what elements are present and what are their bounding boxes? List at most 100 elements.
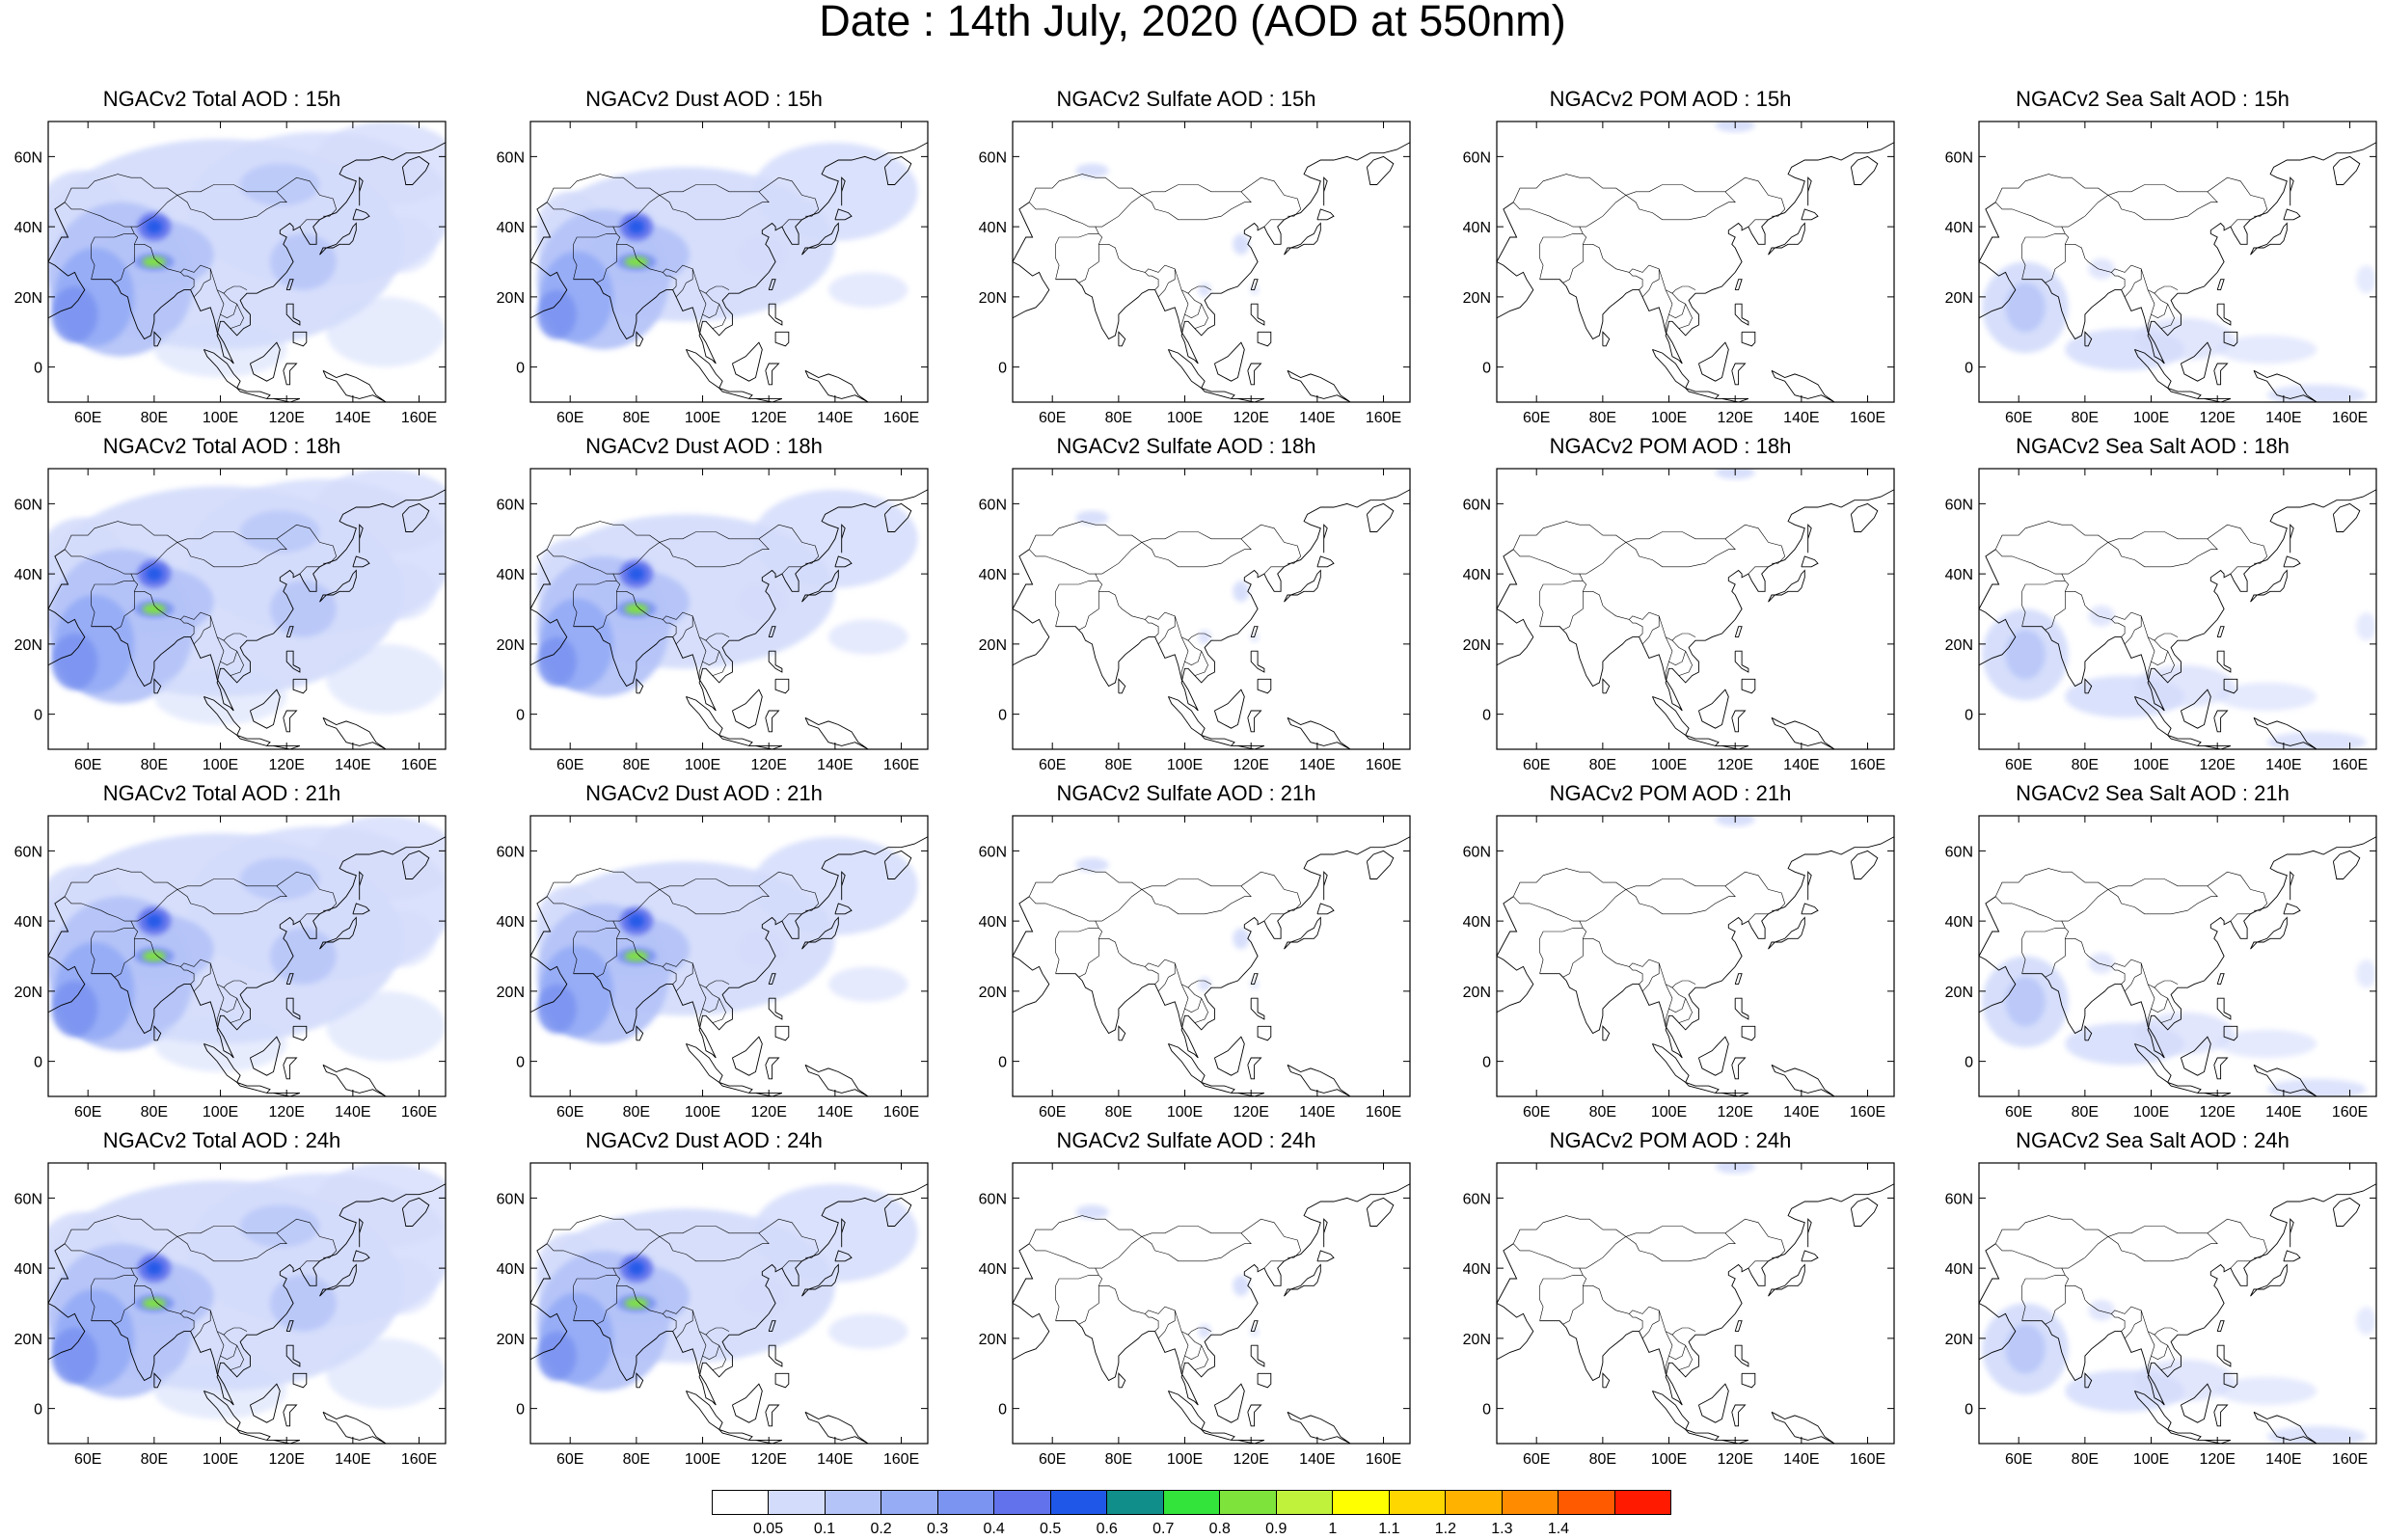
coastline <box>1055 489 1410 712</box>
country-border <box>2107 885 2218 915</box>
panel-title: NGACv2 Dust AOD : 18h <box>585 434 823 458</box>
coastline <box>1734 973 1743 986</box>
coastline <box>1013 261 1050 319</box>
coastline <box>285 1320 294 1333</box>
country-border <box>1583 1285 1660 1339</box>
coastline <box>1284 916 1321 950</box>
coastline <box>804 716 869 749</box>
aod-shading <box>312 816 446 901</box>
panel-title: NGACv2 Sulfate AOD : 24h <box>1056 1128 1316 1152</box>
lon-tick-label: 140E <box>1299 757 1335 773</box>
aod-field <box>536 142 918 350</box>
coastline <box>2290 1218 2294 1248</box>
coastline <box>1013 549 1034 609</box>
lon-tick-label: 120E <box>751 1451 787 1468</box>
country-border <box>64 1243 135 1276</box>
country-border <box>2065 591 2142 645</box>
map-frame <box>1496 815 1895 1097</box>
coastline <box>2021 142 2376 365</box>
lat-tick-label: 40N <box>14 1261 42 1278</box>
lon-tick-label: 60E <box>74 1451 101 1468</box>
country-border <box>702 1345 719 1361</box>
coastline <box>1497 261 1534 319</box>
map-panel-pom: NGACv2 POM AOD : 24h 60E 80E 100E 120E 140E 16… <box>1449 1128 1931 1475</box>
lon-tick-label: 60E <box>1523 757 1550 773</box>
lat-tick-label: 40N <box>1463 914 1491 931</box>
panel-title: NGACv2 Dust AOD : 15h <box>585 87 823 111</box>
coastline <box>2167 387 2202 399</box>
map-plot: 60E 80E 100E 120E 140E 160E 60N 40N 20N 0 <box>14 121 447 426</box>
country-border <box>64 174 338 217</box>
map-frame <box>1496 468 1895 750</box>
coastline <box>1250 626 1259 638</box>
aod-field <box>1982 605 2376 749</box>
lon-tick-label: 80E <box>623 410 650 426</box>
lon-tick-label: 140E <box>335 757 370 773</box>
coastline <box>292 331 308 347</box>
coastline <box>2180 1383 2211 1423</box>
coastline <box>401 502 430 532</box>
country-border <box>2151 998 2168 1013</box>
country-border <box>1055 928 1103 978</box>
coastline <box>352 903 370 915</box>
country-border <box>48 566 49 567</box>
map-frame <box>1978 468 2377 750</box>
map-plot: 60E 80E 100E 120E 140E 160E 60N 40N 20N 0 <box>1945 1162 2377 1468</box>
coastline <box>153 678 162 694</box>
lat-tick-label: 40N <box>1463 220 1491 236</box>
coastline <box>841 176 846 206</box>
map-frame <box>1012 1162 1411 1445</box>
country-border <box>1658 962 1696 988</box>
coastline <box>2180 689 2211 729</box>
coastlines <box>48 1183 446 1444</box>
country-border <box>1180 984 1189 1027</box>
map-plot: 60E 80E 100E 120E 140E 160E 60N 40N 20N 0 <box>497 815 929 1121</box>
country-border <box>1994 521 2268 564</box>
lon-tick-label: 140E <box>817 1451 853 1468</box>
coastline <box>1366 1197 1395 1227</box>
aod-shading <box>240 510 320 554</box>
map-panel-sulfate: NGACv2 Sulfate AOD : 18h 60E 80E 100E 120E 14… <box>964 434 1447 781</box>
lon-tick-label: 160E <box>1366 757 1401 773</box>
lon-tick-label: 160E <box>401 1451 437 1468</box>
lon-tick-label: 100E <box>1651 1451 1687 1468</box>
coastline <box>1807 871 1812 901</box>
coastline <box>319 222 357 256</box>
coastline <box>1979 956 2017 1013</box>
country-border <box>1497 219 1498 220</box>
lon-tick-label: 80E <box>623 1451 650 1468</box>
country-border <box>2021 928 2070 978</box>
coastline <box>883 155 912 185</box>
country-border <box>1013 219 1014 220</box>
coastline <box>1118 1372 1126 1389</box>
aod-field <box>1982 1299 2376 1444</box>
lon-tick-label: 60E <box>1039 1104 1066 1121</box>
coastline <box>1257 1372 1272 1389</box>
aod-shading <box>2134 1012 2235 1055</box>
lat-tick-label: 40N <box>14 914 42 931</box>
panel-title: NGACv2 POM AOD : 24h <box>1549 1128 1792 1152</box>
coastline <box>1768 222 1805 256</box>
map-panel-pom: NGACv2 POM AOD : 21h 60E 80E 100E 120E 140E 16… <box>1449 781 1931 1128</box>
lat-tick-label: 20N <box>14 290 42 307</box>
country-border <box>64 549 135 581</box>
map-frame <box>1012 468 1411 750</box>
coastline <box>1013 202 1034 262</box>
country-border <box>705 639 726 676</box>
coastline <box>1731 710 1747 733</box>
coastline <box>2283 903 2301 915</box>
coastline <box>249 341 281 382</box>
coastline <box>2332 1197 2361 1227</box>
coastline <box>834 555 853 568</box>
country-border <box>1583 244 1660 298</box>
coastlines <box>48 142 446 402</box>
lon-tick-label: 140E <box>817 1104 853 1121</box>
coastline <box>1979 261 2017 319</box>
aod-shading <box>536 636 578 687</box>
coastline <box>2167 1428 2202 1441</box>
lat-tick-label: 0 <box>998 361 1007 377</box>
coastline <box>48 1303 86 1361</box>
aod-shading <box>2134 317 2235 361</box>
lon-tick-label: 60E <box>1039 1451 1066 1468</box>
country-border <box>1055 1275 1103 1325</box>
